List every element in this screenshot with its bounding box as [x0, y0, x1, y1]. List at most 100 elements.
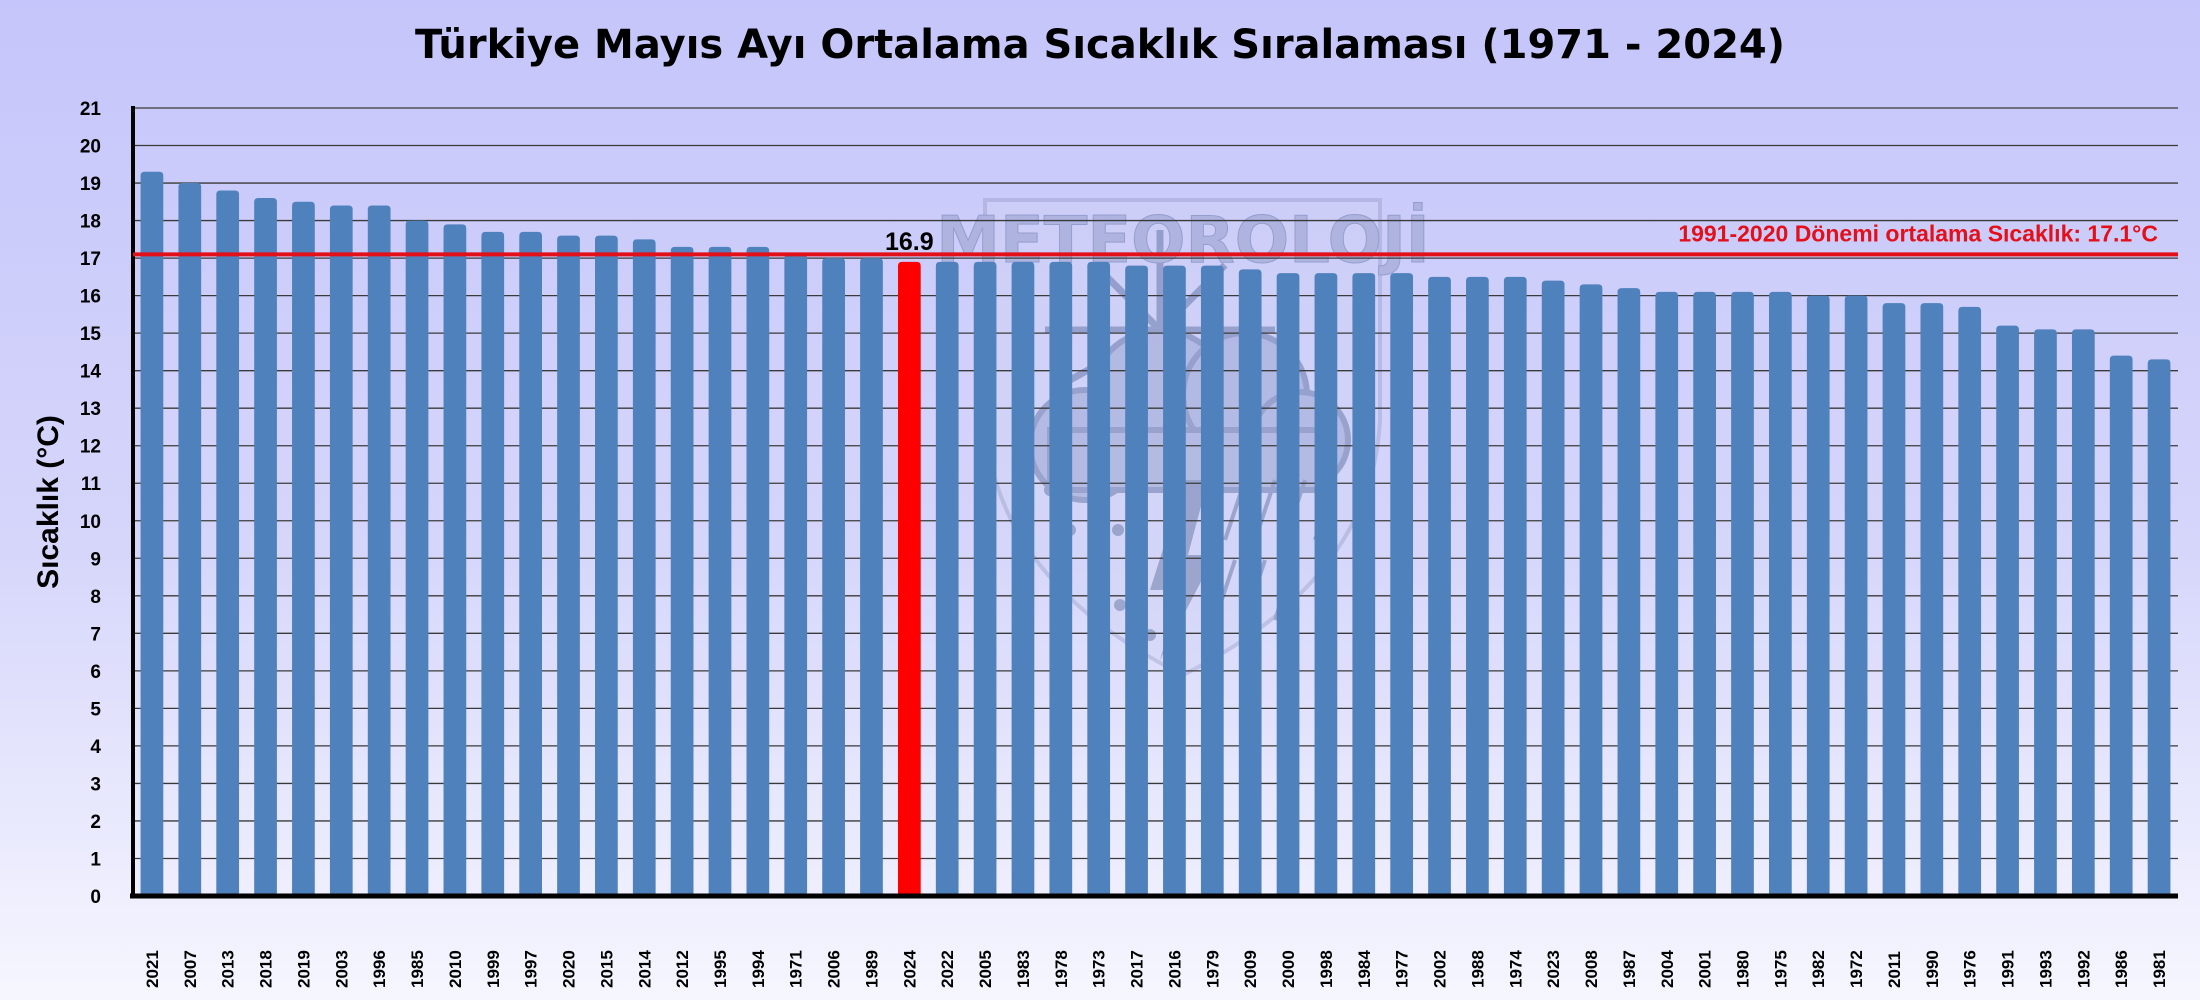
- x-tick-label: 1982: [1809, 950, 1828, 988]
- bar: [1125, 265, 1148, 897]
- bar: [519, 231, 542, 897]
- bar: [822, 258, 845, 897]
- x-tick-label: 2005: [976, 950, 995, 988]
- bar: [1314, 273, 1338, 897]
- x-tick-label: 2024: [900, 950, 919, 988]
- x-tick-label: 1973: [1090, 950, 1109, 988]
- x-tick-label: 2002: [1431, 950, 1450, 988]
- y-tick-label: 14: [80, 362, 102, 383]
- bar: [1731, 291, 1754, 896]
- x-tick-label: 2004: [1658, 950, 1677, 988]
- x-tick-label: 2010: [446, 950, 465, 988]
- x-tick-label: 1990: [1923, 950, 1942, 988]
- y-tick-label: 11: [81, 474, 102, 495]
- x-tick-label: 1989: [862, 950, 881, 988]
- bar: [1238, 269, 1262, 896]
- bar: [140, 171, 164, 897]
- bar-highlight: [897, 261, 921, 896]
- bar: [2071, 329, 2095, 896]
- data-label-highlight: 16.9: [885, 228, 934, 256]
- y-tick-label: 3: [90, 774, 101, 795]
- y-tick-label: 15: [80, 324, 102, 345]
- y-tick-label: 8: [90, 587, 101, 608]
- x-tick-label: 2014: [635, 950, 654, 988]
- x-tick-label: 1972: [1847, 950, 1866, 988]
- x-tick-label: 1976: [1961, 950, 1980, 988]
- y-tick-label: 5: [90, 699, 101, 720]
- bar: [1049, 261, 1073, 896]
- x-tick-label: 1996: [370, 950, 389, 988]
- x-tick-label: 1984: [1355, 950, 1374, 988]
- y-tick-label: 10: [80, 512, 101, 533]
- bar: [178, 183, 202, 897]
- bar: [1806, 295, 1830, 897]
- bar: [1617, 288, 1641, 897]
- bar: [557, 235, 580, 897]
- x-tick-label: 2023: [1544, 950, 1563, 988]
- y-tick-label: 16: [80, 287, 101, 308]
- x-tick-label: 1974: [1506, 950, 1525, 988]
- bar: [746, 246, 770, 897]
- x-tick-label: 1997: [522, 950, 541, 988]
- y-tick-label: 6: [90, 662, 101, 683]
- x-tick-label: 2011: [1885, 951, 1904, 988]
- y-tick-label: 13: [80, 399, 101, 420]
- bar: [367, 205, 391, 897]
- x-tick-label: 1994: [749, 950, 768, 988]
- y-tick-label: 17: [80, 249, 101, 270]
- y-tick-label: 4: [90, 737, 101, 758]
- y-tick-label: 9: [90, 549, 101, 570]
- bar: [329, 205, 353, 897]
- bar: [292, 201, 315, 897]
- x-tick-label: 1975: [1771, 950, 1790, 988]
- x-tick-label: 2016: [1165, 950, 1184, 988]
- bar: [216, 190, 240, 897]
- bar: [632, 239, 656, 897]
- bar: [481, 231, 505, 897]
- y-tick-label: 18: [80, 212, 101, 233]
- x-tick-label: 2019: [294, 950, 313, 988]
- bar: [1503, 276, 1527, 896]
- bar: [1769, 291, 1792, 896]
- x-axis-ticks: 2021 2007 2013 2018 2019 2003 1996 1985 2010 1999…: [143, 950, 2169, 988]
- bar: [405, 220, 429, 897]
- x-tick-label: 2015: [597, 950, 616, 988]
- bar: [1958, 306, 1982, 896]
- x-tick-label: 2021: [143, 950, 162, 988]
- bar: [1200, 265, 1224, 897]
- bar: [1541, 280, 1565, 897]
- axes: [130, 106, 2178, 899]
- x-tick-label: 1983: [1014, 950, 1033, 988]
- x-tick-label: 1995: [711, 950, 730, 988]
- bar: [1276, 273, 1300, 897]
- bar: [1087, 261, 1111, 896]
- bar: [1996, 325, 2019, 897]
- x-tick-label: 1971: [787, 950, 806, 988]
- x-tick-label: 2003: [332, 950, 351, 988]
- x-tick-label: 1978: [1052, 950, 1071, 988]
- x-tick-label: 2009: [1241, 950, 1260, 988]
- y-tick-label: 21: [80, 99, 102, 120]
- y-tick-label: 12: [80, 437, 101, 458]
- bar: [1466, 276, 1489, 896]
- bar: [254, 198, 277, 897]
- x-tick-label: 2000: [1279, 950, 1298, 988]
- bar: [670, 246, 694, 897]
- x-tick-label: 2012: [673, 950, 692, 988]
- bar: [1655, 291, 1679, 896]
- bar: [935, 261, 959, 896]
- bar: [595, 235, 618, 897]
- bar: [708, 246, 732, 897]
- bar: [2109, 355, 2133, 897]
- x-tick-label: 2013: [219, 950, 238, 988]
- y-tick-label: 19: [80, 174, 101, 195]
- y-tick-label: 7: [90, 624, 101, 645]
- bar: [1163, 265, 1186, 897]
- bar: [1844, 295, 1868, 897]
- reference-line-label: 1991-2020 Dönemi ortalama Sıcaklık: 17.1…: [1678, 220, 2158, 246]
- bar: [784, 254, 808, 897]
- x-tick-label: 1977: [1393, 950, 1412, 988]
- y-tick-label: 0: [90, 887, 101, 908]
